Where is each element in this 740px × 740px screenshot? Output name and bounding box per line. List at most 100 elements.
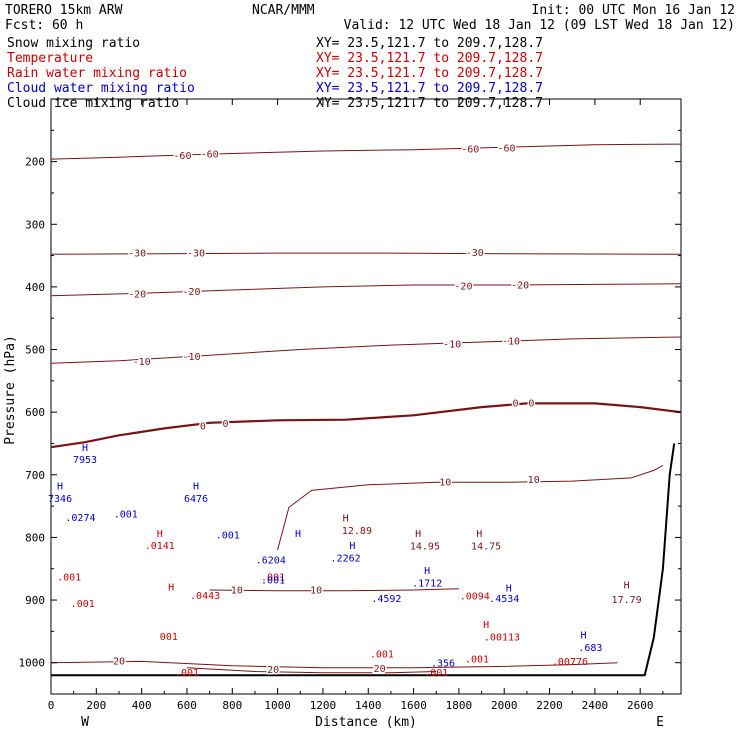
extremum-label-41: H bbox=[506, 584, 512, 595]
legend-xy-cloud-water: XY= 23.5,121.7 to 209.7,128.7 bbox=[316, 81, 543, 96]
y-tick-label-4: 600 bbox=[25, 406, 45, 419]
x-tick-label-1: 200 bbox=[86, 699, 106, 712]
extremum-label-1: 12.89 bbox=[342, 526, 372, 537]
y-tick-label-5: 700 bbox=[25, 469, 45, 482]
legend-xy-snow: XY= 23.5,121.7 to 209.7,128.7 bbox=[316, 36, 543, 51]
extremum-label-31: 6476 bbox=[184, 494, 208, 505]
temperature-label-25: 20 bbox=[374, 664, 386, 675]
extremum-label-35: H bbox=[295, 529, 301, 540]
temperature-contour-4 bbox=[50, 402, 682, 449]
extremum-label-26: H bbox=[57, 481, 63, 492]
extremum-label-7: 17.79 bbox=[612, 595, 642, 606]
legend-label-cloud-water: Cloud water mixing ratio bbox=[7, 81, 195, 96]
extremum-label-40: .1712 bbox=[412, 579, 442, 590]
temperature-label-22: 10 bbox=[310, 586, 322, 597]
temperature-label-17: 0 bbox=[513, 398, 519, 409]
temperature-contour-8 bbox=[186, 667, 437, 674]
valid-time: Valid: 12 UTC Wed 18 Jan 12 (09 LST Wed … bbox=[344, 18, 735, 33]
extremum-label-25: 7953 bbox=[73, 455, 97, 466]
extremum-label-15: 001 bbox=[160, 632, 178, 643]
extremum-label-12: .001 bbox=[71, 599, 95, 610]
extremum-label-30: H bbox=[193, 481, 199, 492]
y-tick-label-7: 900 bbox=[25, 594, 45, 607]
legend-xy-cloud-ice: XY= 23.5,121.7 to 209.7,128.7 bbox=[316, 96, 543, 111]
temperature-contour-2 bbox=[50, 283, 682, 297]
y-tick-label-2: 400 bbox=[25, 281, 45, 294]
init-time: Init: 00 UTC Mon 16 Jan 12 bbox=[532, 3, 736, 18]
model-title: TORERO 15km ARW bbox=[5, 3, 123, 18]
y-tick-label-3: 500 bbox=[25, 344, 45, 357]
temperature-label-15: 0 bbox=[200, 422, 206, 433]
temperature-label-20: 10 bbox=[528, 475, 540, 486]
plot-area: -60 -60 -60 -60 -30 -30 -30 -20 -20 -20 -20 -10 -10 -… bbox=[48, 142, 682, 679]
temperature-label-19: 10 bbox=[439, 477, 451, 488]
extremum-label-21: .00113 bbox=[484, 632, 520, 643]
y-tick-label-1: 300 bbox=[25, 218, 45, 231]
temperature-contour-7 bbox=[50, 660, 618, 669]
legend: Snow mixing ratio XY= 23.5,121.7 to 209.… bbox=[7, 36, 543, 111]
extremum-label-42: .4534 bbox=[489, 594, 519, 605]
temperature-label-24: 20 bbox=[267, 665, 279, 676]
temperature-label-9: -20 bbox=[454, 281, 472, 292]
temperature-label-1: -60 bbox=[201, 150, 219, 161]
temperature-label-8: -20 bbox=[182, 287, 200, 298]
temperature-contour-5 bbox=[277, 464, 664, 551]
x-tick-label-4: 800 bbox=[222, 699, 242, 712]
x-tick-label-2: 400 bbox=[132, 699, 152, 712]
y-tick-label-6: 800 bbox=[25, 531, 45, 544]
temperature-label-23: 20 bbox=[113, 656, 125, 667]
x-tick-label-8: 1600 bbox=[400, 699, 427, 712]
y-tick-label-8: 1000 bbox=[19, 657, 46, 670]
extremum-label-17: .001 bbox=[424, 668, 448, 679]
temperature-contour-6 bbox=[209, 588, 459, 592]
extremum-label-19: .0094 bbox=[460, 592, 490, 603]
temperature-label-13: -10 bbox=[443, 340, 461, 351]
legend-label-temperature: Temperature bbox=[7, 51, 93, 66]
extremum-label-13: .0443 bbox=[190, 591, 220, 602]
extremum-label-11: .001 bbox=[57, 572, 81, 583]
extremum-label-8: H bbox=[157, 529, 163, 540]
x-tick-label-10: 2000 bbox=[491, 699, 518, 712]
extremum-label-2: H bbox=[415, 529, 421, 540]
legend-label-snow: Snow mixing ratio bbox=[7, 36, 140, 51]
x-left-endpoint: W bbox=[81, 715, 89, 730]
extremum-label-0: H bbox=[343, 513, 349, 524]
x-tick-label-13: 2600 bbox=[627, 699, 654, 712]
x-tick-label-3: 600 bbox=[177, 699, 197, 712]
plot-frame bbox=[50, 98, 682, 695]
extremum-label-29: .001 bbox=[114, 510, 138, 521]
extremum-label-33: .6204 bbox=[256, 555, 286, 566]
extremum-label-43: H bbox=[581, 631, 587, 642]
extremum-label-6: H bbox=[624, 580, 630, 591]
extremum-label-18: .001 bbox=[465, 654, 489, 665]
extremum-label-20: H bbox=[483, 620, 489, 631]
forecast-hour: Fcst: 60 h bbox=[5, 18, 83, 33]
x-axis-label: Distance (km) bbox=[315, 715, 417, 730]
temperature-contour-0 bbox=[50, 143, 682, 160]
legend-xy-temperature: XY= 23.5,121.7 to 209.7,128.7 bbox=[316, 51, 543, 66]
x-tick-label-11: 2200 bbox=[536, 699, 563, 712]
extremum-label-14: .001 bbox=[261, 572, 285, 583]
y-tick-label-0: 200 bbox=[25, 156, 45, 169]
temperature-label-7: -20 bbox=[128, 289, 146, 300]
temperature-label-18: 0 bbox=[528, 398, 534, 409]
extremum-label-36: H bbox=[349, 541, 355, 552]
legend-xy-rain: XY= 23.5,121.7 to 209.7,128.7 bbox=[316, 66, 543, 81]
extremum-label-39: H bbox=[424, 566, 430, 577]
legend-label-rain: Rain water mixing ratio bbox=[7, 66, 187, 81]
x-tick-label-6: 1200 bbox=[310, 699, 337, 712]
extremum-label-32: .001 bbox=[216, 530, 240, 541]
x-tick-label-5: 1000 bbox=[264, 699, 291, 712]
extremum-label-24: H bbox=[82, 443, 88, 454]
extremum-label-16: .001 bbox=[370, 649, 394, 660]
extremum-label-45: .356 bbox=[431, 659, 455, 670]
extremum-label-4: H bbox=[476, 529, 482, 540]
temperature-label-14: -10 bbox=[502, 336, 520, 347]
axes: 0 200 400 600 800 1000 1200 1400 1600 1800 2000 220… bbox=[19, 99, 681, 712]
temperature-label-10: -20 bbox=[511, 281, 529, 292]
temperature-contour-3 bbox=[50, 336, 682, 364]
extremum-label-5: 14.75 bbox=[471, 542, 501, 553]
legend-label-cloud-ice: Cloud ice mixing ratio bbox=[7, 96, 179, 111]
terrain-line bbox=[51, 443, 676, 677]
extremum-label-37: .2262 bbox=[331, 553, 361, 564]
